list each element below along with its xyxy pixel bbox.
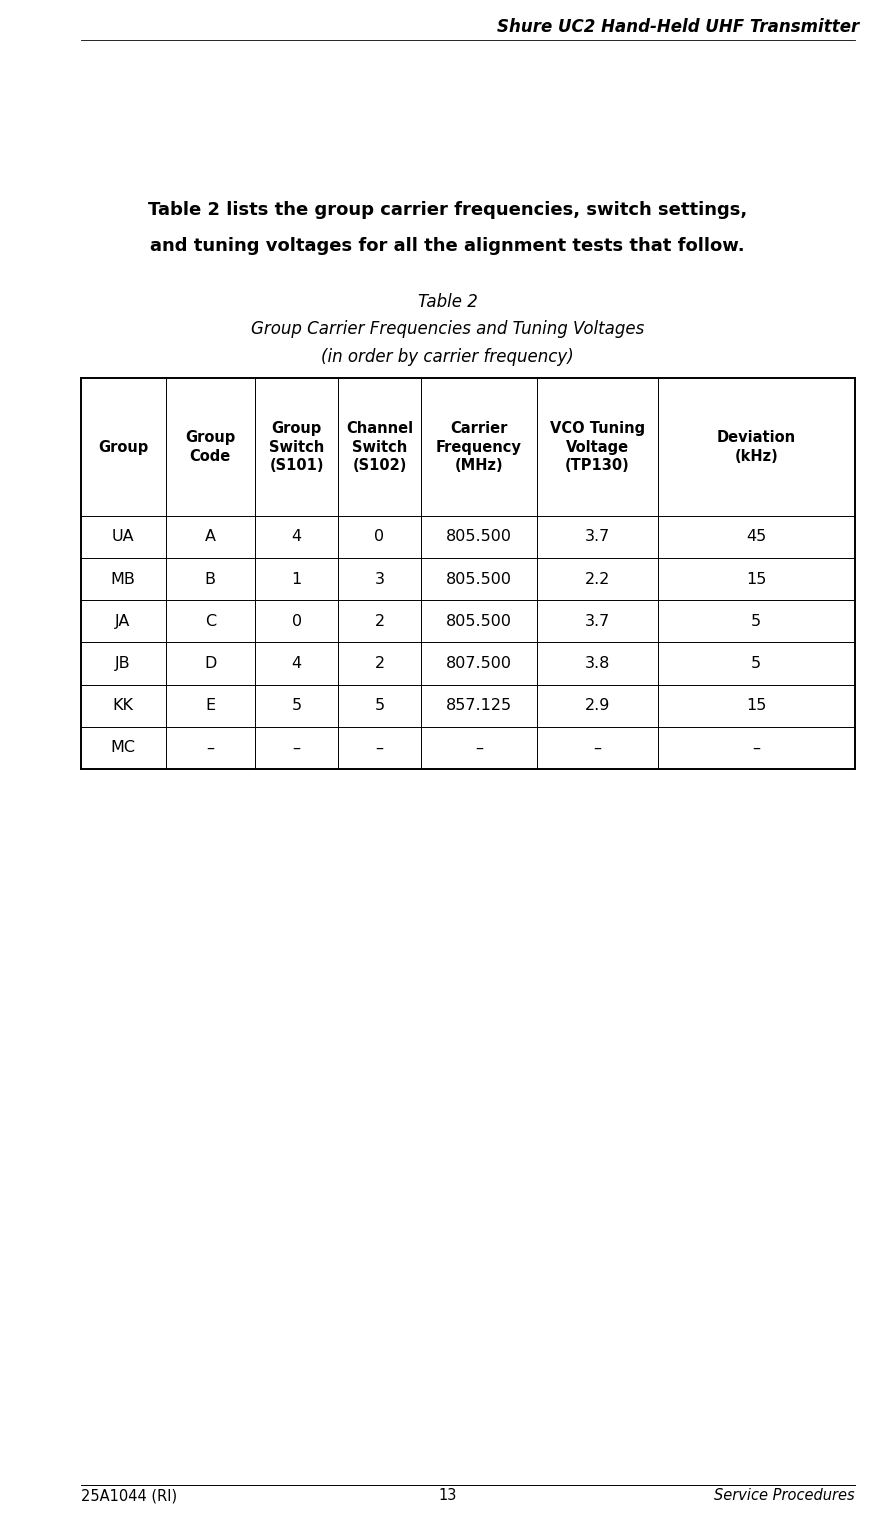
Text: Carrier
Frequency
(MHz): Carrier Frequency (MHz) <box>435 421 521 473</box>
Text: Table 2: Table 2 <box>417 293 477 311</box>
Text: 1: 1 <box>291 572 301 586</box>
Text: 805.500: 805.500 <box>445 572 511 586</box>
Text: 15: 15 <box>746 699 765 713</box>
Text: 3.7: 3.7 <box>584 613 610 629</box>
Text: 5: 5 <box>291 699 301 713</box>
Text: (in order by carrier frequency): (in order by carrier frequency) <box>321 348 573 366</box>
Text: Shure UC2 Hand-Held UHF Transmitter: Shure UC2 Hand-Held UHF Transmitter <box>496 18 858 37</box>
Text: 2.2: 2.2 <box>584 572 610 586</box>
Text: Channel
Switch
(S102): Channel Switch (S102) <box>345 421 413 473</box>
Text: KK: KK <box>113 699 133 713</box>
Text: JA: JA <box>115 613 131 629</box>
Text: –: – <box>752 740 759 755</box>
Text: 5: 5 <box>750 656 761 671</box>
Text: 805.500: 805.500 <box>445 530 511 545</box>
Text: Service Procedures: Service Procedures <box>713 1488 854 1503</box>
Text: 15: 15 <box>746 572 765 586</box>
Text: B: B <box>205 572 215 586</box>
Text: Group Carrier Frequencies and Tuning Voltages: Group Carrier Frequencies and Tuning Vol… <box>250 320 644 339</box>
Text: 25A1044 (RI): 25A1044 (RI) <box>80 1488 176 1503</box>
Text: –: – <box>292 740 300 755</box>
Text: 2.9: 2.9 <box>584 699 610 713</box>
Text: 2: 2 <box>374 613 384 629</box>
Text: VCO Tuning
Voltage
(TP130): VCO Tuning Voltage (TP130) <box>549 421 645 473</box>
Text: and tuning voltages for all the alignment tests that follow.: and tuning voltages for all the alignmen… <box>150 237 744 255</box>
Text: –: – <box>207 740 214 755</box>
Text: 5: 5 <box>750 613 761 629</box>
Text: E: E <box>205 699 215 713</box>
Text: Group: Group <box>97 439 148 455</box>
Text: 2: 2 <box>374 656 384 671</box>
Text: 45: 45 <box>746 530 765 545</box>
Text: 0: 0 <box>291 613 301 629</box>
Text: Deviation
(kHz): Deviation (kHz) <box>716 430 795 464</box>
Text: C: C <box>205 613 215 629</box>
Text: 13: 13 <box>438 1488 456 1503</box>
Text: UA: UA <box>112 530 134 545</box>
Text: 3: 3 <box>374 572 384 586</box>
Text: 4: 4 <box>291 530 301 545</box>
Text: –: – <box>593 740 601 755</box>
Text: D: D <box>204 656 216 671</box>
Text: JB: JB <box>115 656 131 671</box>
Text: MC: MC <box>111 740 135 755</box>
Text: A: A <box>205 530 215 545</box>
Text: Group
Code: Group Code <box>185 430 235 464</box>
Text: 5: 5 <box>374 699 384 713</box>
Text: –: – <box>375 740 383 755</box>
Text: 0: 0 <box>374 530 384 545</box>
Text: MB: MB <box>111 572 135 586</box>
Text: 807.500: 807.500 <box>445 656 511 671</box>
Text: Table 2 lists the group carrier frequencies, switch settings,: Table 2 lists the group carrier frequenc… <box>148 201 746 220</box>
Text: 3.8: 3.8 <box>584 656 610 671</box>
Text: 857.125: 857.125 <box>445 699 511 713</box>
Text: –: – <box>475 740 482 755</box>
Text: 805.500: 805.500 <box>445 613 511 629</box>
Text: Group
Switch
(S101): Group Switch (S101) <box>269 421 324 473</box>
Text: 3.7: 3.7 <box>584 530 610 545</box>
Text: 4: 4 <box>291 656 301 671</box>
